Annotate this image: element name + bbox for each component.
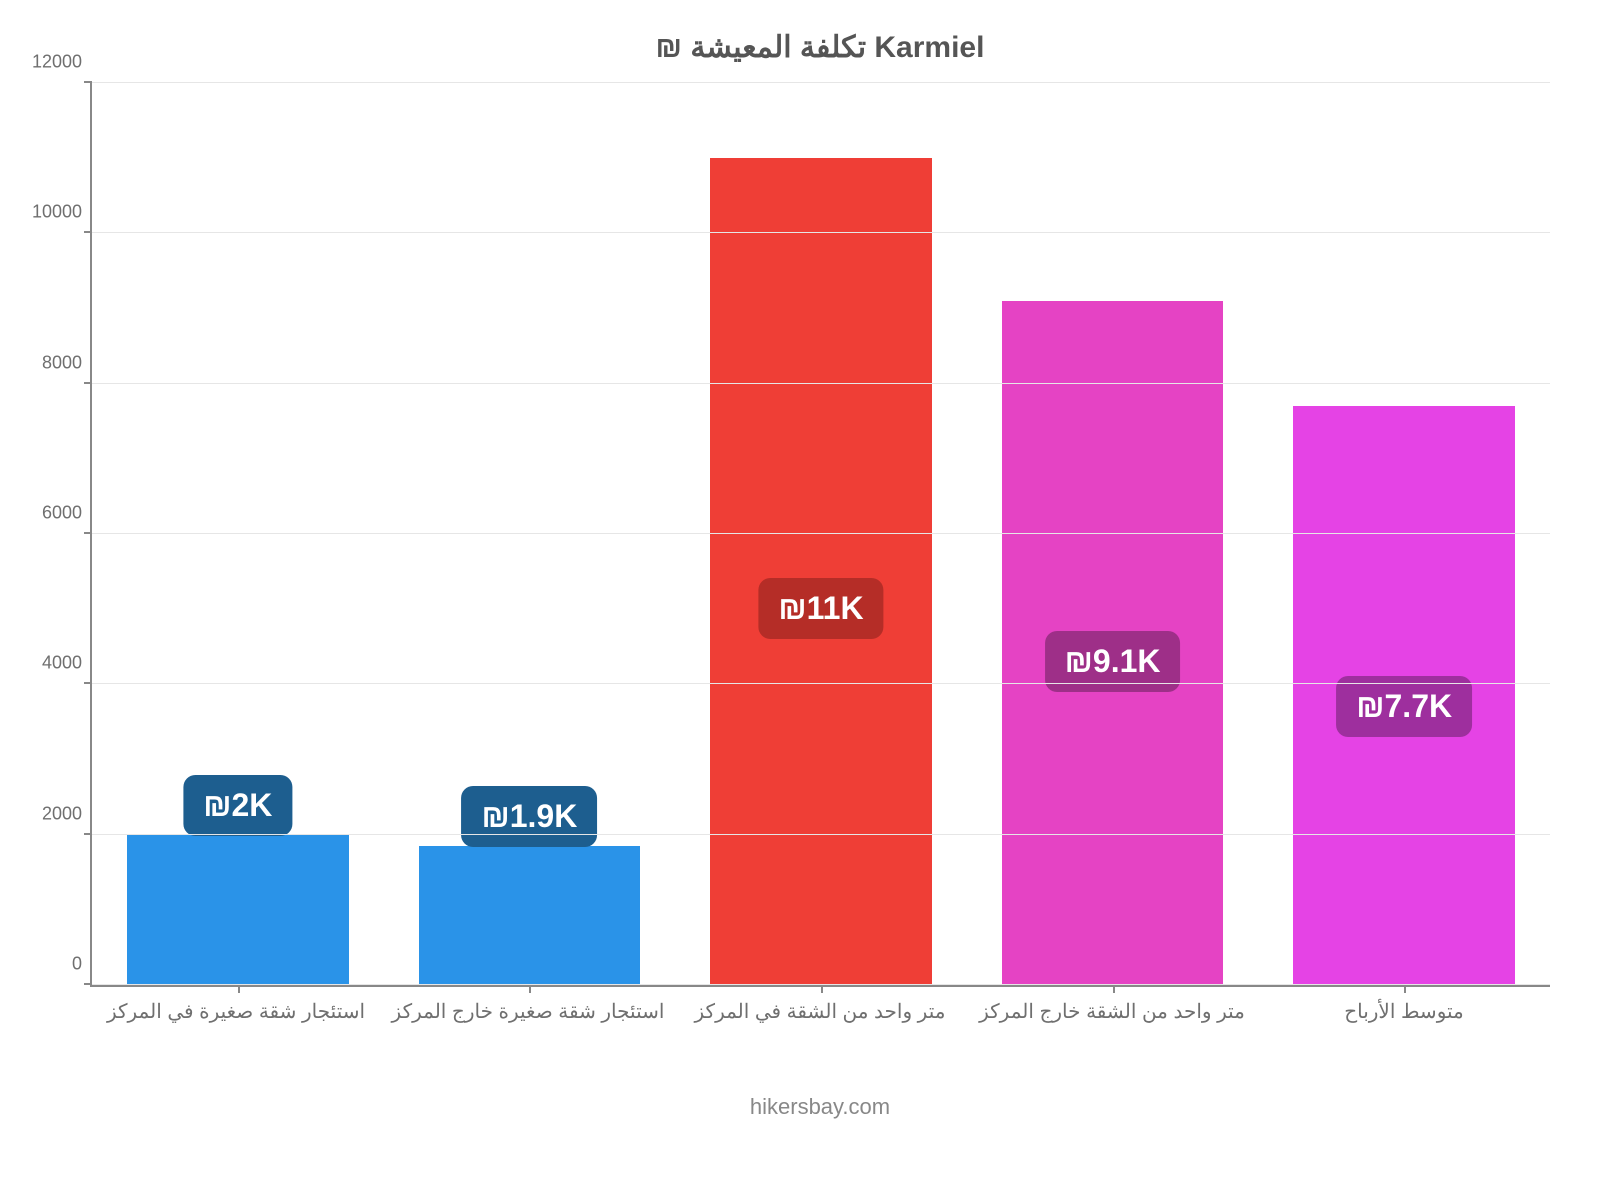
bar: ₪9.1K (1002, 301, 1224, 985)
xlabel: متر واحد من الشقة خارج المركز (966, 999, 1258, 1024)
ytick-mark (84, 81, 92, 83)
bar-slot: ₪9.1K (967, 83, 1259, 985)
ytick-mark (84, 833, 92, 835)
ytick-mark (84, 682, 92, 684)
bar: ₪1.9K (419, 846, 641, 985)
xtick-mark (1404, 985, 1406, 993)
bar-value-label: ₪11K (758, 578, 883, 639)
ytick-mark (84, 983, 92, 985)
xlabel: استئجار شقة صغيرة في المركز (90, 999, 382, 1024)
ytick-label: 6000 (42, 503, 82, 524)
plot-area: ₪2K₪1.9K₪11K₪9.1K₪7.7K 02000400060008000… (90, 83, 1550, 987)
bar-value-label: ₪7.7K (1336, 676, 1472, 737)
ytick-label: 4000 (42, 653, 82, 674)
gridline (92, 82, 1550, 83)
bars-container: ₪2K ₪1.9K ₪11K ₪9.1K ₪7.7K (92, 83, 1550, 985)
x-axis-labels: استئجار شقة صغيرة في المركزاستئجار شقة ص… (90, 999, 1550, 1024)
ytick-label: 0 (72, 954, 82, 975)
xtick-mark (529, 985, 531, 993)
gridline (92, 834, 1550, 835)
ytick-label: 10000 (32, 202, 82, 223)
chart-title: ₪ تكلفة المعيشة Karmiel (90, 30, 1550, 65)
cost-of-living-chart: ₪ تكلفة المعيشة Karmiel ₪2K ₪1.9K ₪11K ₪9.1… (0, 0, 1600, 1200)
bar-value-label: ₪1.9K (461, 786, 597, 847)
bar: ₪11K (710, 158, 932, 985)
ytick-mark (84, 231, 92, 233)
bar: ₪2K (127, 835, 349, 985)
gridline (92, 383, 1550, 384)
xlabel: استئجار شقة صغيرة خارج المركز (382, 999, 674, 1024)
xtick-mark (821, 985, 823, 993)
bar-slot: ₪1.9K (384, 83, 676, 985)
ytick-mark (84, 382, 92, 384)
bar-slot: ₪7.7K (1258, 83, 1550, 985)
ytick-mark (84, 532, 92, 534)
gridline (92, 232, 1550, 233)
bar: ₪7.7K (1293, 406, 1515, 985)
ytick-label: 12000 (32, 52, 82, 73)
bar-value-label: ₪2K (183, 775, 292, 836)
ytick-label: 8000 (42, 352, 82, 373)
xtick-mark (1113, 985, 1115, 993)
bar-slot: ₪11K (675, 83, 967, 985)
xlabel: متر واحد من الشقة في المركز (674, 999, 966, 1024)
gridline (92, 533, 1550, 534)
gridline (92, 683, 1550, 684)
xtick-mark (238, 985, 240, 993)
xlabel: متوسط الأرباح (1258, 999, 1550, 1024)
ytick-label: 2000 (42, 803, 82, 824)
bar-slot: ₪2K (92, 83, 384, 985)
chart-footer: hikersbay.com (90, 1094, 1550, 1120)
